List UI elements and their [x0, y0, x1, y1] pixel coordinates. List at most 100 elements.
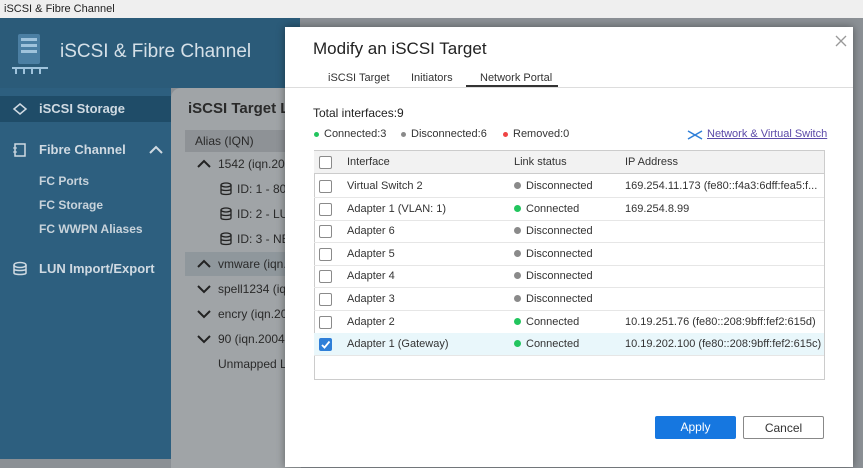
chevron-down — [197, 310, 211, 319]
lun-icon — [220, 232, 232, 246]
status-text: Disconnected — [526, 247, 593, 260]
sidebar — [0, 18, 171, 459]
status-text: Connected — [526, 338, 580, 351]
table-row[interactable]: Adapter 1 (Gateway) Connected 10.19.202.10… — [314, 333, 824, 357]
checkbox[interactable] — [319, 180, 332, 193]
apply-button[interactable]: Apply — [655, 416, 736, 439]
chevron-up — [197, 259, 211, 268]
interface-name: Virtual Switch 2 — [347, 180, 423, 192]
column-header: Interface — [347, 156, 390, 168]
status-dot — [514, 204, 521, 212]
target-row[interactable]: 90 (iqn.2004-0 — [218, 332, 296, 346]
chevron — [149, 145, 163, 154]
ip-address: 10.19.251.76 (fe80::208:9bff:fef2:615d) — [625, 315, 816, 328]
tab[interactable]: Network Portal — [480, 72, 553, 84]
legend-label: Connected:3 — [324, 128, 387, 140]
target-row[interactable]: ID: 1 - 80 ( — [237, 182, 294, 196]
link-status: Connected — [514, 338, 579, 350]
interface-name: Adapter 1 (VLAN: 1) — [347, 202, 447, 215]
status-text: Disconnected — [526, 180, 593, 192]
table-row[interactable]: Adapter 1 (VLAN: 1) Connected 169.254.8.99 — [314, 198, 824, 221]
link-status: Connected — [514, 316, 579, 328]
status-text: Connected — [526, 202, 580, 215]
interface-name: Adapter 5 — [347, 247, 395, 260]
checkbox[interactable] — [319, 225, 332, 239]
status-text: Disconnected — [526, 225, 593, 238]
lun-icon — [220, 207, 232, 221]
interface-name: Adapter 1 (Gateway) — [347, 338, 449, 351]
tab[interactable]: iSCSI Target — [328, 72, 390, 84]
app-icon — [12, 34, 48, 74]
interface-name: Adapter 4 — [347, 270, 395, 283]
legend-dot — [314, 132, 319, 137]
legend-dot — [503, 132, 508, 137]
sidebar-subitem[interactable]: FC Ports — [39, 174, 90, 188]
dialog-title: Modify an iSCSI Target — [313, 39, 487, 58]
target-row[interactable]: spell1234 (iqn — [218, 282, 293, 296]
checkbox[interactable] — [319, 293, 332, 306]
summary: Total interfaces:9 — [313, 106, 404, 120]
sidebar-icon — [13, 143, 26, 157]
tab[interactable]: Initiators — [411, 72, 453, 84]
cancel-button[interactable]: Cancel — [743, 416, 824, 439]
sidebar-subitem[interactable]: FC WWPN Aliases — [39, 222, 143, 236]
sidebar-item[interactable]: Fibre Channel — [39, 142, 126, 157]
legend-item: Connected:3 — [314, 128, 386, 140]
legend-item: Disconnected:6 — [401, 128, 487, 140]
target-row[interactable]: vmware (iqn.2 — [218, 257, 294, 271]
ip-address: 169.254.11.173 (fe80::f4a3:6dff:fea5:f..… — [625, 180, 818, 192]
table-row[interactable]: Virtual Switch 2 Disconnected 169.254.11.1… — [314, 175, 824, 198]
interface-name: Adapter 6 — [347, 225, 395, 238]
legend-dot — [401, 132, 406, 137]
link-status: Disconnected — [514, 180, 593, 192]
legend-item: Removed:0 — [503, 128, 569, 140]
table-row[interactable]: Adapter 3 Disconnected — [314, 288, 824, 311]
status-dot — [514, 227, 521, 235]
link-status: Connected — [514, 203, 579, 215]
lun-icon — [220, 182, 232, 196]
target-row[interactable]: 1542 (iqn.2004 — [218, 157, 299, 171]
status-dot — [514, 295, 521, 302]
checkbox[interactable] — [319, 338, 332, 352]
status-dot — [514, 272, 521, 280]
interface-name: Adapter 2 — [347, 315, 395, 328]
status-dot — [514, 340, 521, 348]
sidebar-icon — [13, 261, 27, 276]
sidebar-item[interactable]: LUN Import/Export — [39, 261, 155, 276]
table-row[interactable]: Adapter 6 Disconnected — [314, 220, 824, 244]
checkbox[interactable] — [319, 247, 332, 261]
target-row[interactable]: Unmapped LU — [218, 357, 296, 371]
content-heading: iSCSI Target Li — [188, 100, 294, 117]
status-text: Disconnected — [526, 270, 593, 283]
target-row[interactable]: ID: 2 - LUN — [237, 207, 298, 221]
legend-label: Removed:0 — [513, 128, 570, 140]
ip-address: 169.254.8.99 — [625, 202, 690, 215]
checkbox[interactable] — [319, 202, 332, 216]
checkbox[interactable] — [319, 270, 332, 284]
sidebar-item[interactable]: iSCSI Storage — [0, 96, 171, 122]
checkbox[interactable] — [319, 315, 332, 329]
sidebar-icon — [12, 103, 28, 115]
checkbox[interactable] — [319, 156, 332, 169]
app-title: iSCSI & Fibre Channel — [60, 41, 252, 62]
column-header: Link status — [514, 156, 567, 168]
target-row[interactable]: encry (iqn.200 — [218, 307, 295, 321]
table-row[interactable]: Adapter 2 Connected 10.19.251.76 (fe80::20… — [314, 311, 824, 334]
status-dot — [514, 249, 521, 257]
chevron-down — [197, 285, 211, 294]
interface-name: Adapter 3 — [347, 293, 395, 305]
link-icon — [687, 130, 703, 140]
status-text: Connected — [526, 315, 580, 328]
sidebar-subitem[interactable]: FC Storage — [39, 198, 104, 212]
table-row[interactable]: Adapter 5 Disconnected — [314, 243, 824, 266]
chevron-up — [197, 159, 211, 168]
link-status: Disconnected — [514, 270, 593, 282]
link-status: Disconnected — [514, 293, 593, 305]
table-row[interactable]: Adapter 4 Disconnected — [314, 265, 824, 289]
network-link[interactable]: Network & Virtual Switch — [707, 128, 828, 140]
close-button[interactable] — [835, 35, 847, 47]
status-text: Disconnected — [526, 293, 593, 305]
ip-address: 10.19.202.100 (fe80::208:9bff:fef2:615c) — [625, 338, 822, 351]
target-row[interactable]: ID: 3 - NB_ — [237, 232, 297, 246]
